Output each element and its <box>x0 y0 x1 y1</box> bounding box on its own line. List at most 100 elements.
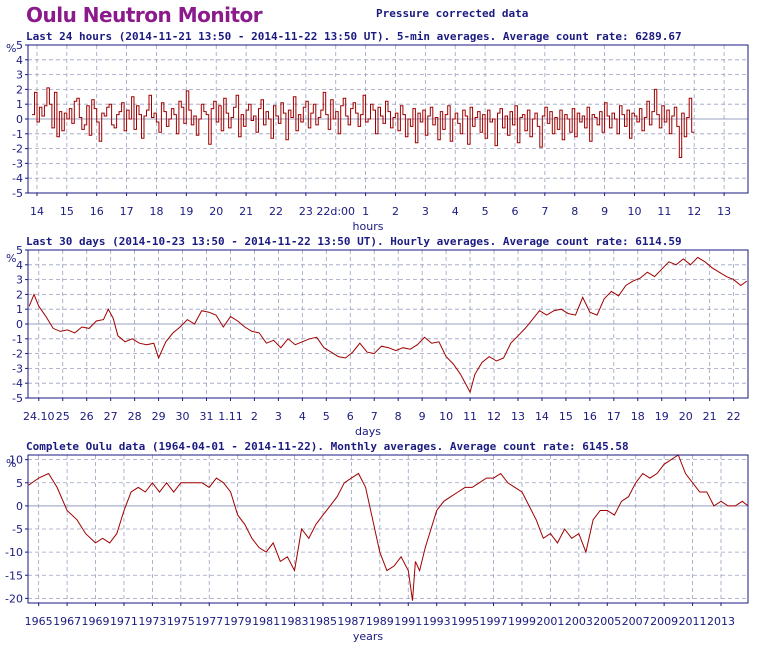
x-tick-label: 27 <box>104 410 118 423</box>
chart-panel-3: Complete Oulu data (1964-04-01 - 2014-11… <box>5 440 749 643</box>
x-tick-label: 2001 <box>536 615 564 628</box>
x-tick-label: 2003 <box>565 615 593 628</box>
x-tick-label: 6 <box>511 205 518 218</box>
x-axis-label: days <box>355 425 381 438</box>
x-tick-label: 1985 <box>309 615 337 628</box>
x-tick-label: 16 <box>90 205 104 218</box>
plot-frame <box>27 249 749 399</box>
x-tick-label: 21 <box>239 205 253 218</box>
x-tick-label: 2 <box>251 410 258 423</box>
y-tick-label: -15 <box>5 569 23 582</box>
x-tick-label: 5 <box>323 410 330 423</box>
x-tick-label: 2007 <box>622 615 650 628</box>
x-tick-label: 1983 <box>281 615 309 628</box>
x-tick-label: 1971 <box>110 615 138 628</box>
y-tick-label: 5 <box>16 477 23 490</box>
x-tick-label: 19 <box>655 410 669 423</box>
x-tick-label: 11 <box>657 205 671 218</box>
x-tick-label: 17 <box>607 410 621 423</box>
x-tick-label: 1973 <box>138 615 166 628</box>
x-tick-label: 31 <box>200 410 214 423</box>
x-tick-label: 14 <box>535 410 549 423</box>
y-axis-label: % <box>6 252 16 265</box>
x-tick-label: 15 <box>60 205 74 218</box>
y-tick-label: 3 <box>16 69 23 82</box>
plot-frame <box>27 44 749 194</box>
chart-title: Last 24 hours (2014-11-21 13:50 - 2014-1… <box>26 30 682 43</box>
x-tick-label: 16 <box>583 410 597 423</box>
y-tick-label: -5 <box>12 523 23 536</box>
x-tick-label: 2005 <box>593 615 621 628</box>
x-tick-label: 11 <box>463 410 477 423</box>
x-tick-label: 19 <box>179 205 193 218</box>
x-tick-label: 1991 <box>394 615 422 628</box>
x-tick-label: 28 <box>128 410 142 423</box>
y-tick-label: -3 <box>12 157 23 170</box>
y-tick-label: 2 <box>16 288 23 301</box>
x-tick-label: 22d:00 <box>316 205 355 218</box>
x-tick-label: 21 <box>703 410 717 423</box>
x-tick-label: 18 <box>631 410 645 423</box>
x-tick-label: 13 <box>717 205 731 218</box>
x-tick-label: 20 <box>209 205 223 218</box>
x-tick-label: 1997 <box>480 615 508 628</box>
x-tick-label: 10 <box>627 205 641 218</box>
y-tick-label: 5 <box>16 39 23 52</box>
x-tick-label: 5 <box>482 205 489 218</box>
y-tick-label: 1 <box>16 303 23 316</box>
x-tick-label: 3 <box>275 410 282 423</box>
chart-title: Last 30 days (2014-10-23 13:50 - 2014-11… <box>26 235 682 248</box>
x-tick-label: 1987 <box>337 615 365 628</box>
x-tick-label: 8 <box>571 205 578 218</box>
x-tick-label: 9 <box>419 410 426 423</box>
x-tick-label: 2013 <box>707 615 735 628</box>
y-tick-label: 4 <box>16 54 23 67</box>
x-tick-label: 24.10 <box>23 410 55 423</box>
x-tick-label: 4 <box>299 410 306 423</box>
x-tick-label: 2 <box>392 205 399 218</box>
y-tick-label: 0 <box>16 500 23 513</box>
y-tick-label: 1 <box>16 98 23 111</box>
x-tick-label: 1977 <box>195 615 223 628</box>
x-tick-label: 9 <box>601 205 608 218</box>
x-tick-label: 4 <box>452 205 459 218</box>
x-tick-label: 1999 <box>508 615 536 628</box>
x-tick-label: 1969 <box>82 615 110 628</box>
data-line-series-1 <box>32 87 695 158</box>
x-tick-label: 20 <box>679 410 693 423</box>
x-tick-label: 1995 <box>451 615 479 628</box>
y-tick-label: -3 <box>12 362 23 375</box>
y-tick-label: 0 <box>16 318 23 331</box>
y-tick-label: -20 <box>5 592 23 605</box>
x-tick-label: 1975 <box>167 615 195 628</box>
x-tick-label: 1 <box>362 205 369 218</box>
y-tick-label: -1 <box>12 333 23 346</box>
y-axis-label: % <box>6 42 16 55</box>
x-tick-label: 26 <box>80 410 94 423</box>
x-tick-label: 15 <box>559 410 573 423</box>
x-axis-label: hours <box>353 220 384 233</box>
x-tick-label: 7 <box>371 410 378 423</box>
y-tick-label: -4 <box>12 377 23 390</box>
y-tick-label: -5 <box>12 392 23 405</box>
x-tick-label: 1965 <box>25 615 53 628</box>
chart-panel-1: Last 24 hours (2014-11-21 13:50 - 2014-1… <box>6 30 749 233</box>
y-tick-label: 3 <box>16 274 23 287</box>
y-tick-label: 5 <box>16 244 23 257</box>
y-tick-label: 10 <box>9 454 23 467</box>
x-tick-label: 6 <box>347 410 354 423</box>
page-title: Oulu Neutron Monitor <box>26 3 263 27</box>
x-tick-label: 1979 <box>224 615 252 628</box>
x-tick-label: 2011 <box>679 615 707 628</box>
plot-frame <box>27 454 749 604</box>
x-tick-label: 8 <box>395 410 402 423</box>
y-tick-label: -2 <box>12 143 23 156</box>
data-line-series-1 <box>28 454 749 601</box>
y-tick-label: -2 <box>12 348 23 361</box>
x-tick-label: 23 <box>299 205 313 218</box>
data-line-series-1 <box>28 256 748 394</box>
y-tick-label: -5 <box>12 187 23 200</box>
x-tick-label: 22 <box>727 410 741 423</box>
x-tick-label: 3 <box>422 205 429 218</box>
